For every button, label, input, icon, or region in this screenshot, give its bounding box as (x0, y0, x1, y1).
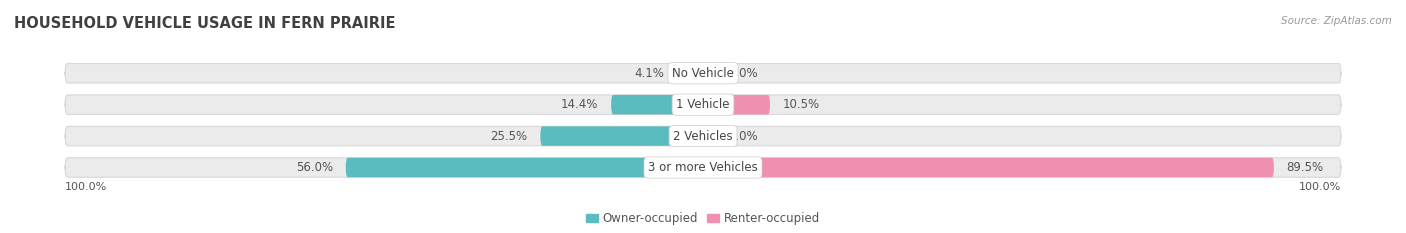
FancyBboxPatch shape (346, 158, 703, 177)
Text: 0.0%: 0.0% (728, 67, 758, 80)
Text: 4.1%: 4.1% (634, 67, 664, 80)
Legend: Owner-occupied, Renter-occupied: Owner-occupied, Renter-occupied (581, 207, 825, 230)
FancyBboxPatch shape (703, 95, 770, 114)
FancyBboxPatch shape (65, 158, 1341, 177)
Text: 100.0%: 100.0% (1299, 182, 1341, 192)
Text: 10.5%: 10.5% (783, 98, 820, 111)
Text: 56.0%: 56.0% (295, 161, 333, 174)
Text: No Vehicle: No Vehicle (672, 67, 734, 80)
Text: 89.5%: 89.5% (1286, 161, 1324, 174)
Text: HOUSEHOLD VEHICLE USAGE IN FERN PRAIRIE: HOUSEHOLD VEHICLE USAGE IN FERN PRAIRIE (14, 16, 395, 31)
Text: 0.0%: 0.0% (728, 130, 758, 143)
Text: 1 Vehicle: 1 Vehicle (676, 98, 730, 111)
FancyBboxPatch shape (703, 158, 1274, 177)
Text: 100.0%: 100.0% (65, 182, 107, 192)
FancyBboxPatch shape (65, 64, 1341, 83)
FancyBboxPatch shape (612, 95, 703, 114)
Text: 25.5%: 25.5% (491, 130, 527, 143)
FancyBboxPatch shape (540, 126, 703, 146)
FancyBboxPatch shape (676, 64, 703, 83)
Text: 14.4%: 14.4% (561, 98, 599, 111)
FancyBboxPatch shape (65, 95, 1341, 114)
Text: Source: ZipAtlas.com: Source: ZipAtlas.com (1281, 16, 1392, 26)
FancyBboxPatch shape (65, 126, 1341, 146)
Text: 2 Vehicles: 2 Vehicles (673, 130, 733, 143)
Text: 3 or more Vehicles: 3 or more Vehicles (648, 161, 758, 174)
